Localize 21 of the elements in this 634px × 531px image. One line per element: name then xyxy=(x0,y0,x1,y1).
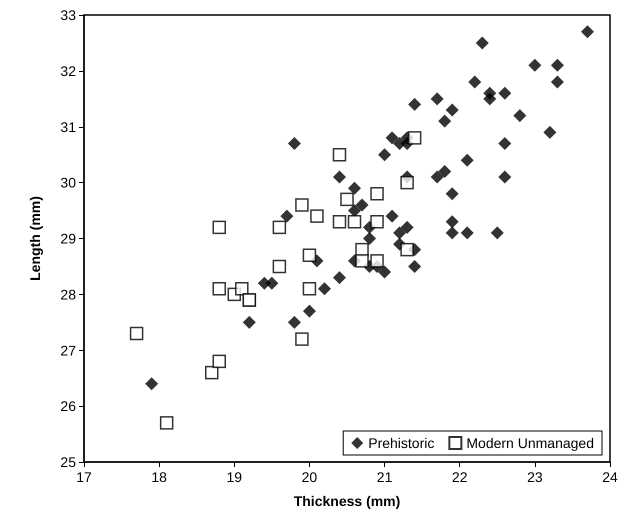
legend-label: Prehistoric xyxy=(368,435,434,451)
x-tick-label: 18 xyxy=(151,469,168,485)
x-tick-label: 19 xyxy=(226,469,242,485)
legend-label: Modern Unmanaged xyxy=(466,435,594,451)
x-tick-label: 21 xyxy=(376,469,393,485)
y-tick-label: 28 xyxy=(60,286,76,302)
y-tick-label: 25 xyxy=(60,454,76,470)
y-tick-label: 27 xyxy=(60,342,76,358)
x-axis-title: Thickness (mm) xyxy=(294,493,400,509)
x-tick-label: 24 xyxy=(602,469,618,485)
x-tick-label: 17 xyxy=(76,469,92,485)
y-tick-label: 26 xyxy=(60,398,76,414)
y-tick-label: 31 xyxy=(60,118,76,135)
x-tick-label: 23 xyxy=(527,469,543,485)
y-tick-label: 30 xyxy=(60,174,76,191)
x-tick-label: 20 xyxy=(302,469,318,485)
x-tick-label: 22 xyxy=(452,469,468,485)
y-tick-label: 29 xyxy=(60,230,76,246)
y-tick-label: 33 xyxy=(60,7,76,23)
y-axis-title: Length (mm) xyxy=(27,196,43,281)
y-tick-label: 32 xyxy=(60,62,76,79)
